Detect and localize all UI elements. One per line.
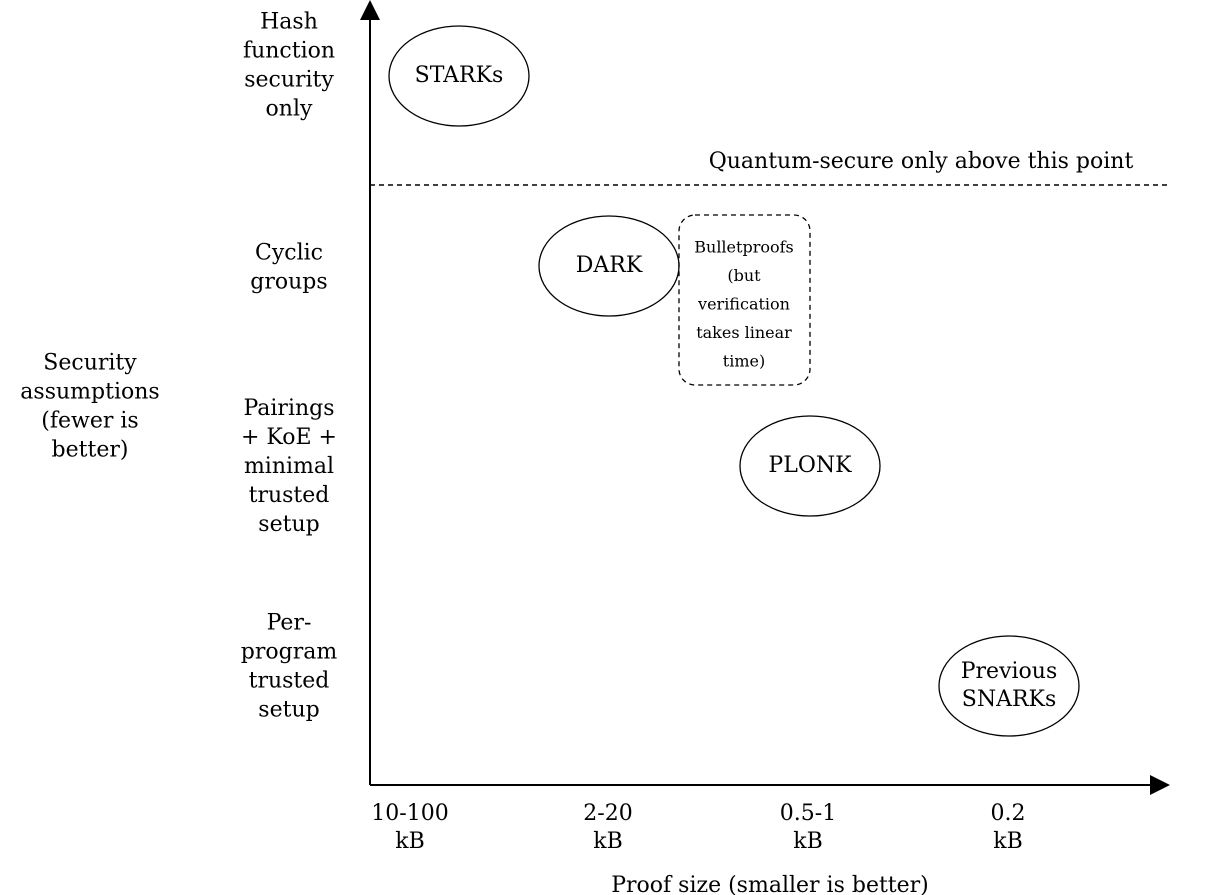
y-category: setup	[258, 698, 319, 723]
x-category: kB	[993, 829, 1023, 854]
x-axis-title: Proof size (smaller is better)	[611, 873, 929, 895]
x-category: kB	[593, 829, 623, 854]
y-category: groups	[250, 270, 327, 295]
y-category: setup	[258, 512, 319, 537]
x-category: 0.5-1	[780, 801, 836, 826]
y-category: program	[241, 640, 338, 665]
threshold-label: Quantum-secure only above this point	[709, 149, 1134, 174]
y-category: security	[244, 68, 334, 93]
node-shape	[938, 635, 1080, 737]
y-category: trusted	[249, 483, 330, 508]
node-label: verification	[697, 295, 790, 314]
y-category: Pairings	[243, 396, 334, 421]
node-shape	[678, 214, 811, 386]
node-label: PLONK	[768, 453, 852, 478]
node-label: (but	[727, 266, 761, 285]
y-category: + KoE +	[241, 425, 337, 450]
node-label: Bulletproofs	[694, 238, 793, 257]
node-label: DARK	[576, 253, 643, 278]
y-category: Cyclic	[255, 241, 323, 266]
x-category: 2-20	[583, 801, 632, 826]
node-label: takes linear	[696, 323, 792, 342]
node-label: time)	[723, 352, 765, 371]
y-category: minimal	[244, 454, 334, 479]
x-category: kB	[793, 829, 823, 854]
node-label: Previous	[961, 659, 1058, 684]
y-category: function	[243, 39, 335, 64]
y-axis-title: assumptions	[20, 380, 159, 405]
node-label: STARKs	[415, 63, 504, 88]
node-shape	[388, 25, 530, 127]
y-category: trusted	[249, 669, 330, 694]
y-axis-title: (fewer is	[41, 409, 138, 434]
y-axis-title: better)	[52, 438, 129, 463]
x-category: 10-100	[371, 801, 448, 826]
y-category: only	[266, 97, 313, 122]
node-label: SNARKs	[962, 687, 1057, 712]
y-category: Hash	[260, 10, 318, 35]
x-category: kB	[395, 829, 425, 854]
node-shape	[739, 415, 881, 517]
y-axis-title: Security	[43, 351, 137, 376]
y-category: Per-	[267, 611, 312, 636]
x-category: 0.2	[991, 801, 1026, 826]
